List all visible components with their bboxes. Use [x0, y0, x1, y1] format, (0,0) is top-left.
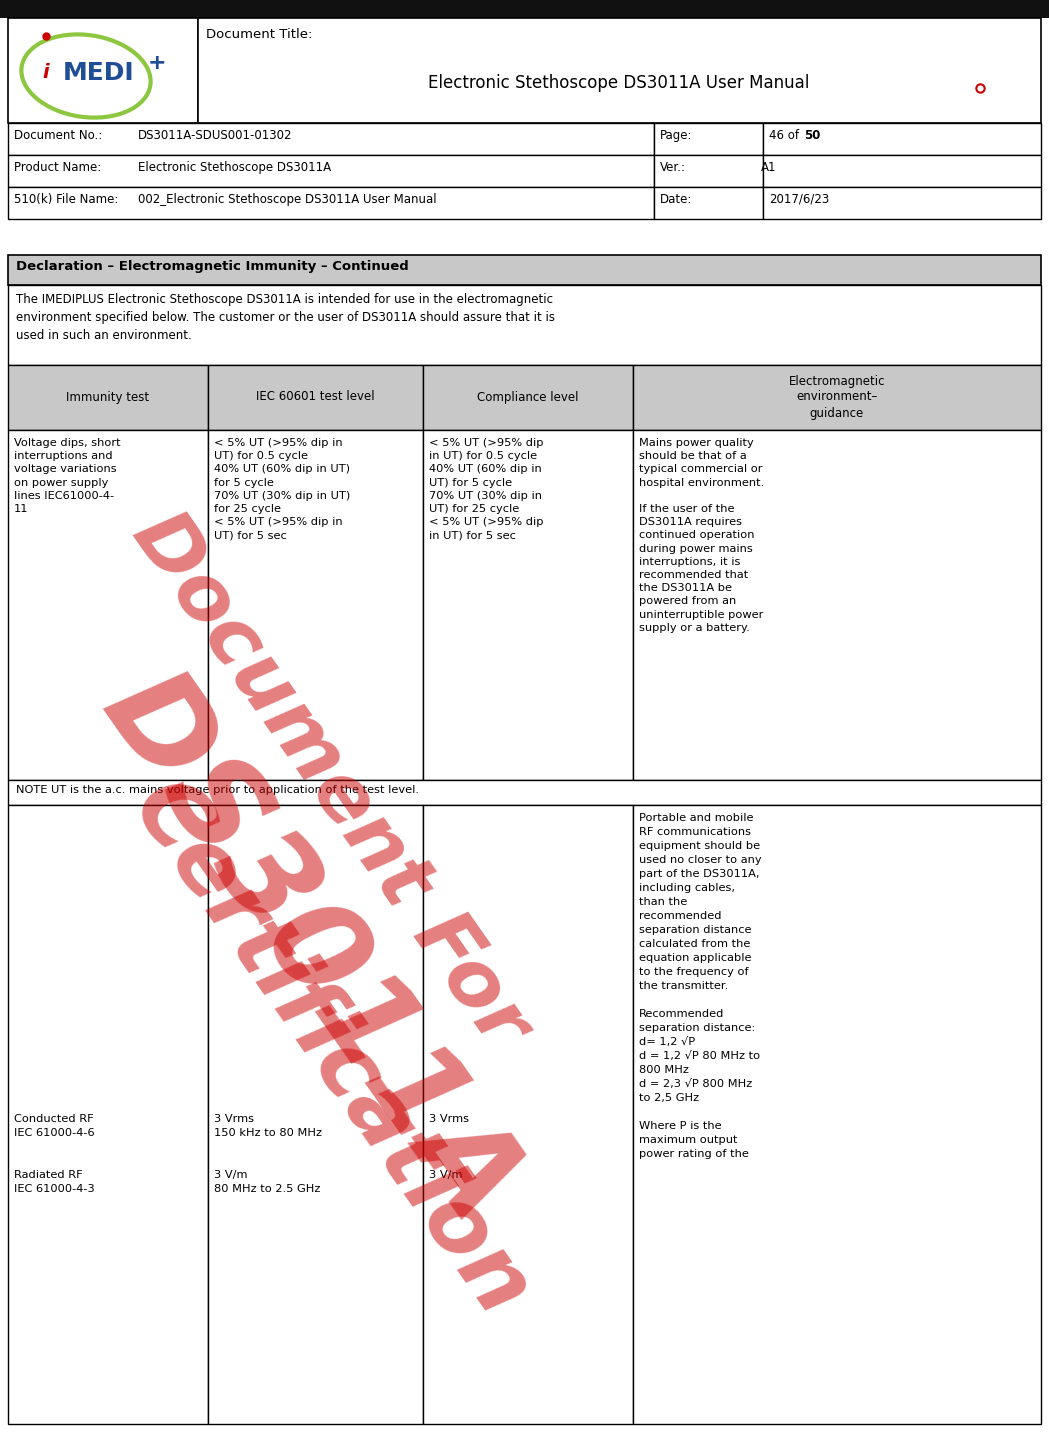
Bar	[654, 123, 763, 155]
Text: 2017/6/23: 2017/6/23	[769, 193, 830, 206]
Bar	[0, 0, 1049, 19]
Text: IEC 60601 test level: IEC 60601 test level	[256, 391, 374, 404]
Text: 3 Vrms
150 kHz to 80 MHz


3 V/m
80 MHz to 2.5 GHz: 3 Vrms 150 kHz to 80 MHz 3 V/m 80 MHz to…	[214, 1114, 322, 1194]
Text: 46 of: 46 of	[769, 129, 802, 142]
Bar	[8, 155, 654, 188]
Text: i: i	[43, 63, 49, 83]
Text: Conducted RF
IEC 61000-4-6


Radiated RF
IEC 61000-4-3: Conducted RF IEC 61000-4-6 Radiated RF I…	[14, 1114, 94, 1194]
Bar	[423, 365, 633, 430]
Text: A1: A1	[762, 160, 776, 175]
Bar	[208, 430, 423, 780]
Text: Document Title:: Document Title:	[206, 29, 313, 42]
Bar	[654, 188, 763, 219]
Bar	[763, 188, 1041, 219]
Bar	[8, 188, 654, 219]
Text: < 5% UT (>95% dip in
UT) for 0.5 cycle
40% UT (60% dip in UT)
for 5 cycle
70% UT: < 5% UT (>95% dip in UT) for 0.5 cycle 4…	[214, 438, 350, 540]
Text: Declaration – Electromagnetic Immunity – Continued: Declaration – Electromagnetic Immunity –…	[16, 261, 409, 274]
Bar	[198, 19, 1041, 123]
Bar	[8, 365, 208, 430]
Text: Page:: Page:	[660, 129, 692, 142]
Text: 3 Vrms



3 V/m: 3 Vrms 3 V/m	[429, 1114, 469, 1180]
Text: NOTE UT is the a.c. mains voltage prior to application of the test level.: NOTE UT is the a.c. mains voltage prior …	[16, 785, 419, 795]
Text: +: +	[148, 53, 167, 73]
Text: Voltage dips, short
interruptions and
voltage variations
on power supply
lines I: Voltage dips, short interruptions and vo…	[14, 438, 121, 514]
Text: Mains power quality
should be that of a
typical commercial or
hospital environme: Mains power quality should be that of a …	[639, 438, 765, 633]
Bar	[8, 285, 1041, 365]
Text: Document No.:: Document No.:	[14, 129, 102, 142]
Text: Ver.:: Ver.:	[660, 160, 686, 175]
Bar	[654, 155, 763, 188]
Bar	[633, 430, 1041, 780]
Bar	[208, 805, 423, 1423]
Text: Electromagnetic
environment–
guidance: Electromagnetic environment– guidance	[789, 375, 885, 420]
Text: DS3011A: DS3011A	[78, 654, 542, 1246]
Text: < 5% UT (>95% dip
in UT) for 0.5 cycle
40% UT (60% dip in
UT) for 5 cycle
70% UT: < 5% UT (>95% dip in UT) for 0.5 cycle 4…	[429, 438, 543, 540]
Bar	[208, 365, 423, 430]
Bar	[763, 123, 1041, 155]
Bar	[633, 365, 1041, 430]
Text: Portable and mobile
RF communications
equipment should be
used no closer to any
: Portable and mobile RF communications eq…	[639, 813, 762, 1158]
Text: Document For: Document For	[116, 498, 543, 1061]
Bar	[8, 430, 208, 780]
Bar	[8, 255, 1041, 285]
Bar	[423, 805, 633, 1423]
Bar	[8, 19, 198, 123]
Text: DS3011A-SDUS001-01302: DS3011A-SDUS001-01302	[138, 129, 293, 142]
Bar	[8, 780, 1041, 805]
Text: Compliance level: Compliance level	[477, 391, 579, 404]
Bar	[8, 805, 208, 1423]
Bar	[633, 805, 1041, 1423]
Text: 002_Electronic Stethoscope DS3011A User Manual: 002_Electronic Stethoscope DS3011A User …	[138, 193, 436, 206]
Text: 50: 50	[804, 129, 820, 142]
Text: Certification: Certification	[113, 766, 547, 1333]
Bar	[423, 430, 633, 780]
Text: Date:: Date:	[660, 193, 692, 206]
Text: Electronic Stethoscope DS3011A: Electronic Stethoscope DS3011A	[138, 160, 331, 175]
Text: 510(k) File Name:: 510(k) File Name:	[14, 193, 119, 206]
Bar	[8, 123, 654, 155]
Text: Immunity test: Immunity test	[66, 391, 150, 404]
Text: MEDI: MEDI	[63, 62, 134, 84]
Bar	[763, 155, 1041, 188]
Text: Electronic Stethoscope DS3011A User Manual: Electronic Stethoscope DS3011A User Manu…	[428, 74, 810, 92]
Text: Product Name:: Product Name:	[14, 160, 102, 175]
Text: The IMEDIPLUS Electronic Stethoscope DS3011A is intended for use in the electrom: The IMEDIPLUS Electronic Stethoscope DS3…	[16, 294, 555, 342]
